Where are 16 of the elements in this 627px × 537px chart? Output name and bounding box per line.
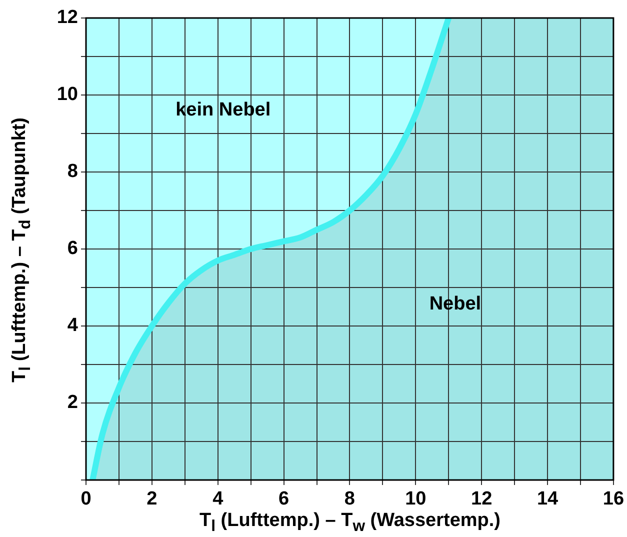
y-tick-label: 8 [67, 161, 78, 182]
y-tick-label: 10 [56, 84, 78, 106]
x-axis-title: T$_{l}$ (Lufttemp.) – T$_{w}$ (Wassertemp.) [198, 510, 502, 536]
x-tick-label: 16 [602, 488, 624, 510]
x-tick-label: 0 [80, 488, 92, 510]
y-tick-label: 6 [67, 238, 78, 260]
x-tick-label: 10 [405, 488, 426, 510]
y-tick-label: 2 [67, 392, 78, 414]
x-tick-label: 2 [146, 488, 158, 510]
x-tick-label: 6 [278, 488, 290, 510]
y-tick-label: 12 [56, 7, 78, 28]
y-tick-label: 4 [67, 315, 78, 336]
x-tick-label: 8 [344, 488, 356, 510]
x-tick-label: 4 [212, 488, 224, 510]
x-tick-label: 12 [471, 488, 492, 510]
x-tick-label: 14 [536, 488, 558, 510]
